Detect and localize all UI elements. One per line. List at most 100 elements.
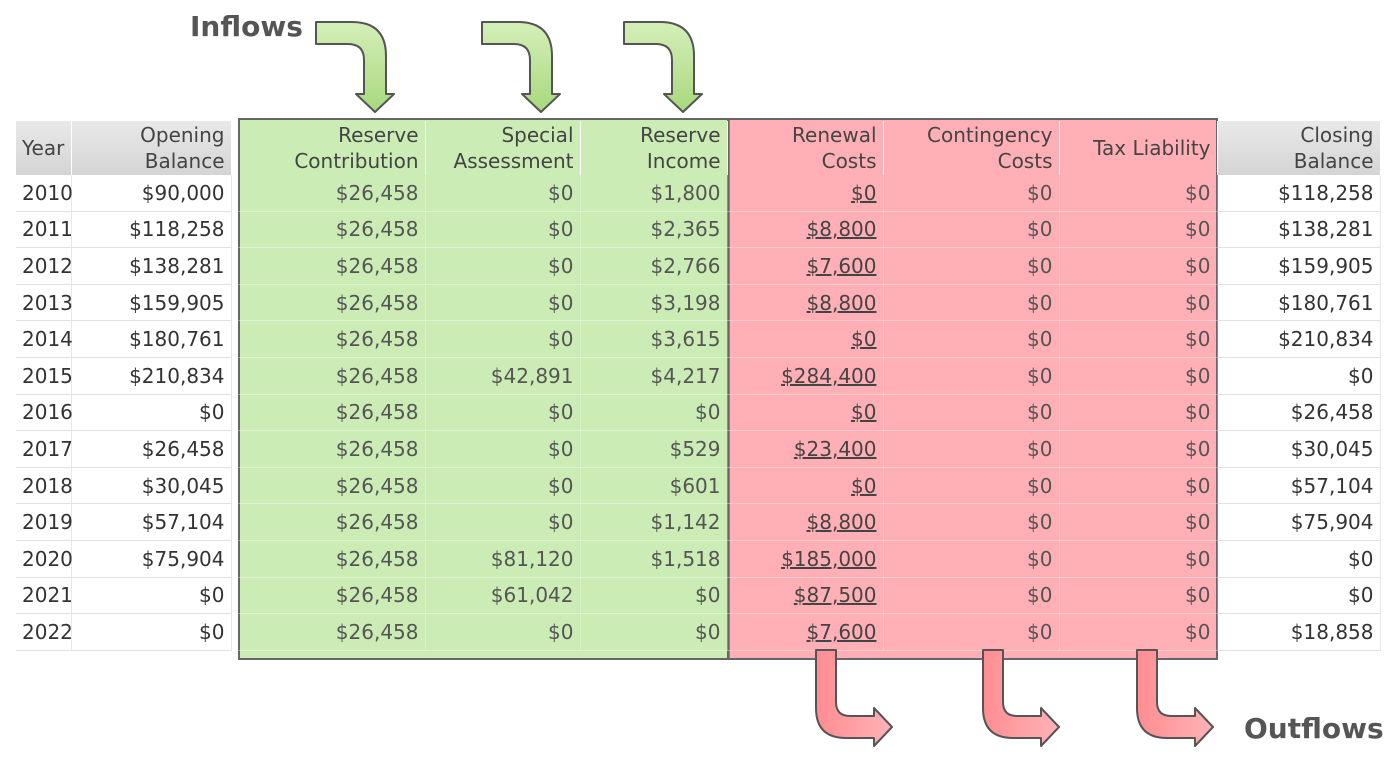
table-row: 2013 $159,905 $26,458 $0 $3,198 $8,800 $0 $0 $18… (16, 284, 1381, 322)
table-row: 2014 $180,761 $26,458 $0 $3,615 $0 $0 $0 $210,83… (16, 320, 1381, 358)
cell-reserve-income: $0 (580, 613, 728, 651)
cell-closing-balance: $75,904 (1217, 503, 1381, 541)
cell-opening-balance: $159,905 (71, 284, 232, 322)
cell-reserve-income: $2,365 (580, 211, 728, 249)
header-year[interactable]: Year (16, 121, 72, 175)
cell-reserve-contribution: $26,458 (231, 503, 426, 541)
renewal-costs-link[interactable]: $0 (851, 180, 877, 205)
header-special-assessment[interactable]: Special Assessment (425, 121, 581, 175)
cell-tax-liability: $0 (1059, 320, 1218, 358)
cell-opening-balance: $90,000 (71, 175, 232, 212)
cell-tax-liability: $0 (1059, 540, 1218, 578)
cell-tax-liability: $0 (1059, 211, 1218, 249)
cell-renewal-costs: $185,000 (727, 540, 884, 578)
cell-reserve-contribution: $26,458 (231, 357, 426, 395)
renewal-costs-link[interactable]: $8,800 (806, 290, 877, 315)
cell-special-assessment: $0 (425, 247, 581, 285)
header-renewal-costs[interactable]: Renewal Costs (727, 121, 884, 175)
cell-closing-balance: $30,045 (1217, 430, 1381, 468)
cell-renewal-costs: $0 (727, 175, 884, 212)
cell-special-assessment: $0 (425, 175, 581, 212)
table-row: 2011 $118,258 $26,458 $0 $2,365 $8,800 $0 $0 $13… (16, 211, 1381, 249)
cell-opening-balance: $0 (71, 577, 232, 615)
cell-renewal-costs: $284,400 (727, 357, 884, 395)
table-row: 2022 $0 $26,458 $0 $0 $7,600 $0 $0 $18,858 (16, 613, 1381, 651)
cell-renewal-costs: $87,500 (727, 577, 884, 615)
cell-reserve-contribution: $26,458 (231, 613, 426, 651)
renewal-costs-link[interactable]: $0 (851, 327, 877, 352)
cell-year: 2022 (16, 613, 73, 651)
renewal-costs-link[interactable]: $23,400 (793, 436, 877, 461)
cell-tax-liability: $0 (1059, 284, 1218, 322)
table-row: 2010 $90,000 $26,458 $0 $1,800 $0 $0 $0 $118,258 (16, 175, 1381, 212)
renewal-costs-link[interactable]: $0 (851, 400, 877, 425)
cell-reserve-contribution: $26,458 (231, 577, 426, 615)
cell-contingency-costs: $0 (883, 577, 1060, 615)
renewal-costs-link[interactable]: $0 (851, 473, 877, 498)
renewal-costs-link[interactable]: $284,400 (781, 363, 877, 388)
cell-tax-liability: $0 (1059, 613, 1218, 651)
cell-year: 2021 (16, 577, 73, 615)
cell-tax-liability: $0 (1059, 175, 1218, 212)
cell-year: 2015 (16, 357, 73, 395)
renewal-costs-link[interactable]: $87,500 (793, 583, 877, 608)
cell-opening-balance: $210,834 (71, 357, 232, 395)
header-opening-balance[interactable]: Opening Balance (71, 121, 232, 175)
cell-reserve-contribution: $26,458 (231, 394, 426, 432)
header-closing-balance[interactable]: Closing Balance (1217, 121, 1381, 175)
cell-year: 2018 (16, 467, 73, 505)
renewal-costs-link[interactable]: $7,600 (806, 253, 877, 278)
header-reserve-income[interactable]: Reserve Income (580, 121, 728, 175)
cash-flow-table: Year Opening Balance Reserve Contribution … (16, 121, 1381, 651)
cell-closing-balance: $180,761 (1217, 284, 1381, 322)
cell-tax-liability: $0 (1059, 503, 1218, 541)
cell-reserve-contribution: $26,458 (231, 211, 426, 249)
cell-opening-balance: $180,761 (71, 320, 232, 358)
cell-renewal-costs: $7,600 (727, 613, 884, 651)
renewal-costs-link[interactable]: $7,600 (806, 619, 877, 644)
cell-special-assessment: $0 (425, 320, 581, 358)
cell-closing-balance: $0 (1217, 577, 1381, 615)
cell-year: 2019 (16, 503, 73, 541)
cell-reserve-contribution: $26,458 (231, 467, 426, 505)
cell-reserve-contribution: $26,458 (231, 247, 426, 285)
renewal-costs-link[interactable]: $8,800 (806, 510, 877, 535)
header-contingency-costs[interactable]: Contingency Costs (883, 121, 1060, 175)
cell-opening-balance: $30,045 (71, 467, 232, 505)
inflow-arrow-reserve-income-icon (623, 21, 703, 113)
cell-opening-balance: $0 (71, 613, 232, 651)
cell-reserve-income: $2,766 (580, 247, 728, 285)
renewal-costs-link[interactable]: $8,800 (806, 217, 877, 242)
cell-special-assessment: $0 (425, 394, 581, 432)
cell-renewal-costs: $0 (727, 320, 884, 358)
cell-renewal-costs: $0 (727, 394, 884, 432)
cell-reserve-income: $3,198 (580, 284, 728, 322)
header-reserve-contribution[interactable]: Reserve Contribution (231, 121, 426, 175)
cell-tax-liability: $0 (1059, 577, 1218, 615)
inflow-arrow-special-assessment-icon (481, 21, 561, 113)
cell-contingency-costs: $0 (883, 430, 1060, 468)
header-tax-liability[interactable]: Tax Liability (1059, 121, 1218, 175)
cell-closing-balance: $18,858 (1217, 613, 1381, 651)
cell-contingency-costs: $0 (883, 247, 1060, 285)
cell-year: 2017 (16, 430, 73, 468)
cell-renewal-costs: $23,400 (727, 430, 884, 468)
renewal-costs-link[interactable]: $185,000 (781, 546, 877, 571)
cell-special-assessment: $61,042 (425, 577, 581, 615)
table-row: 2016 $0 $26,458 $0 $0 $0 $0 $0 $26,458 (16, 394, 1381, 432)
cell-opening-balance: $75,904 (71, 540, 232, 578)
table-header-row: Year Opening Balance Reserve Contribution … (16, 121, 1381, 175)
outflows-label: Outflows (1244, 712, 1384, 745)
cell-reserve-income: $1,518 (580, 540, 728, 578)
cell-tax-liability: $0 (1059, 467, 1218, 505)
table-row: 2015 $210,834 $26,458 $42,891 $4,217 $284,400… (16, 357, 1381, 395)
cell-opening-balance: $26,458 (71, 430, 232, 468)
cell-closing-balance: $138,281 (1217, 211, 1381, 249)
cell-renewal-costs: $8,800 (727, 503, 884, 541)
cell-contingency-costs: $0 (883, 320, 1060, 358)
cell-tax-liability: $0 (1059, 394, 1218, 432)
inflow-arrow-reserve-contribution-icon (315, 21, 395, 113)
cell-special-assessment: $0 (425, 284, 581, 322)
cell-contingency-costs: $0 (883, 467, 1060, 505)
cell-contingency-costs: $0 (883, 175, 1060, 212)
